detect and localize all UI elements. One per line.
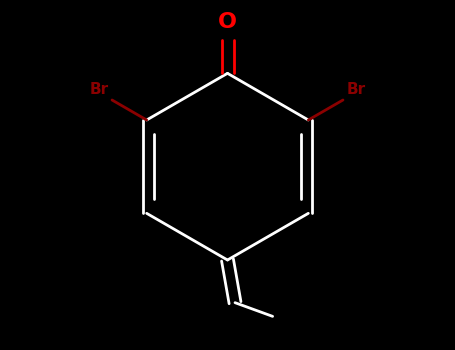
Text: Br: Br	[90, 82, 109, 97]
Text: Br: Br	[346, 82, 365, 97]
Text: O: O	[218, 12, 237, 32]
